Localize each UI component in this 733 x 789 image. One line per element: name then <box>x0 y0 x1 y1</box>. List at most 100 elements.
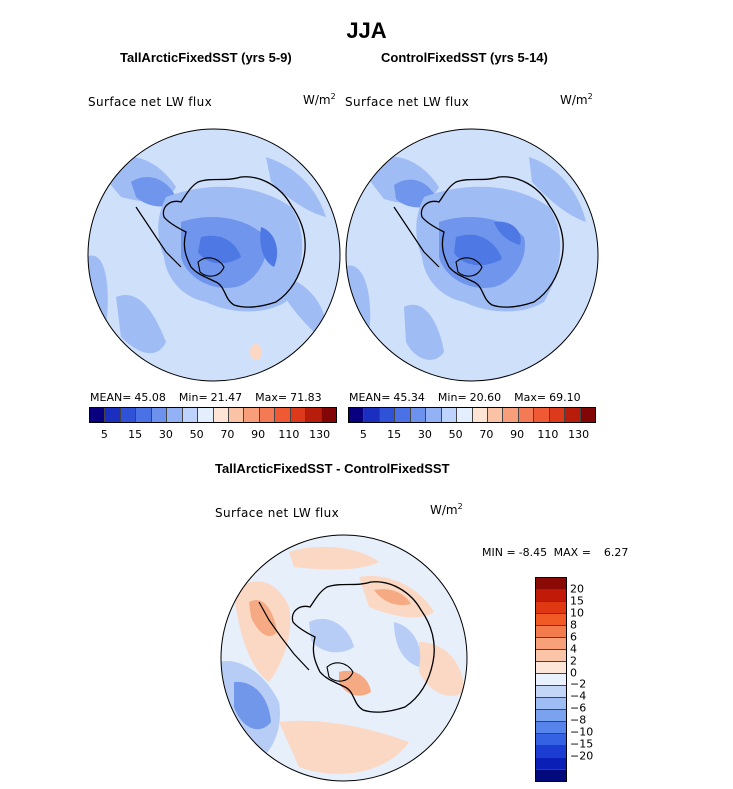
colorbar-tick-label: −2 <box>570 677 587 691</box>
colorbar-swatch <box>410 408 427 422</box>
map-border <box>220 534 468 782</box>
colorbar-swatch <box>503 408 519 422</box>
colorbar-tick-label: 15 <box>387 428 402 441</box>
colorbar-swatch <box>580 408 595 422</box>
colorbar-swatch <box>536 626 566 638</box>
colorbar-swatch <box>228 408 245 422</box>
colorbar-swatch <box>136 408 152 422</box>
colorbar-tick-label: 15 <box>570 594 584 608</box>
colorbar-tick-label: 5 <box>359 428 367 441</box>
antarctica-coastline <box>420 176 564 308</box>
map-region-warm <box>419 642 464 696</box>
colorbar-swatch <box>536 614 566 626</box>
ross-ice-shelf-coastline <box>326 662 354 682</box>
diff-panel-title: TallArcticFixedSST - ControlFixedSST <box>215 461 450 476</box>
map-region-cool-strong <box>234 681 271 730</box>
colorbar-tick-label: 70 <box>479 428 494 441</box>
colorbar-swatch <box>321 408 336 422</box>
colorbar-swatch <box>105 408 121 422</box>
colorbar-tick-label: 50 <box>189 428 204 441</box>
colorbar-tick-label: 70 <box>220 428 235 441</box>
panel1-stats: MEAN= 45.08 Min= 21.47 Max= 71.83 <box>90 391 322 404</box>
colorbar-tick-label: 15 <box>128 428 143 441</box>
colorbar-tick-label: 8 <box>570 618 577 632</box>
colorbar-swatch <box>518 408 535 422</box>
colorbar-swatch <box>536 758 566 770</box>
colorbar-swatch <box>349 408 365 422</box>
colorbar-swatch <box>536 590 566 602</box>
diff-variable-label: Surface net LW flux <box>215 506 340 520</box>
colorbar-swatch <box>487 408 504 422</box>
map-region-darker <box>198 235 241 264</box>
antarctica-coastline <box>162 176 306 308</box>
colorbar-swatch <box>426 408 442 422</box>
colorbar-tick-label: −20 <box>570 749 594 763</box>
colorbar-swatch <box>536 674 566 686</box>
antarctica-coastline <box>291 581 435 713</box>
colorbar-tick-label: 90 <box>510 428 525 441</box>
colorbar-swatch <box>198 408 214 422</box>
colorbar-swatch <box>536 686 566 698</box>
map-border <box>345 128 599 382</box>
panel2-colorbar <box>348 407 596 423</box>
colorbar-swatch <box>441 408 458 422</box>
colorbar-tick-label: 50 <box>448 428 463 441</box>
map-region-warm <box>279 720 409 774</box>
figure-title: JJA <box>346 18 387 43</box>
panel1-variable-label: Surface net LW flux <box>88 95 213 109</box>
map-region-cool <box>309 618 354 653</box>
colorbar-swatch <box>457 408 473 422</box>
panel2-variable-label: Surface net LW flux <box>345 95 470 109</box>
colorbar-tick-label: −10 <box>570 725 594 739</box>
diff-colorbar <box>535 577 567 782</box>
colorbar-swatch <box>536 746 566 758</box>
colorbar-swatch <box>549 408 566 422</box>
panel2-map <box>345 128 599 382</box>
colorbar-tick-label: 130 <box>309 428 331 441</box>
colorbar-swatch <box>534 408 550 422</box>
map-region-warm <box>250 344 262 360</box>
colorbar-swatch <box>536 662 566 674</box>
map-region-warm-strong <box>374 589 411 606</box>
map-region-darker <box>260 227 278 267</box>
colorbar-swatch <box>395 408 411 422</box>
antarctic-peninsula-coastline <box>135 206 182 268</box>
colorbar-tick-label: 90 <box>251 428 266 441</box>
antarctic-peninsula-coastline <box>393 206 440 268</box>
diff-colorbar-ticks: 20 15 10 8 6 4 2 0 −2 −4 −6 −8 −10 −15 −20 <box>570 577 610 780</box>
colorbar-tick-label: 130 <box>568 428 590 441</box>
colorbar-swatch <box>120 408 137 422</box>
panel1-units: W/m2 <box>303 92 336 107</box>
colorbar-swatch <box>472 408 488 422</box>
colorbar-swatch <box>536 770 566 781</box>
panel2-colorbar-ticks: 5 15 30 50 70 90 110 130 <box>348 428 594 442</box>
antarctic-peninsula-coastline <box>258 601 310 671</box>
map-region-warm-strong <box>339 670 371 696</box>
colorbar-tick-label: 4 <box>570 642 577 656</box>
colorbar-tick-label: −15 <box>570 737 594 751</box>
colorbar-tick-label: 110 <box>278 428 300 441</box>
map-region-mid <box>404 304 444 360</box>
colorbar-tick-label: −6 <box>570 701 587 715</box>
colorbar-swatch <box>536 722 566 734</box>
colorbar-swatch <box>182 408 199 422</box>
colorbar-swatch <box>213 408 229 422</box>
colorbar-swatch <box>536 710 566 722</box>
colorbar-tick-label: −8 <box>570 713 587 727</box>
map-region-darker <box>494 221 521 245</box>
colorbar-tick-label: 110 <box>537 428 559 441</box>
ross-ice-shelf-coastline <box>197 257 225 277</box>
diff-map <box>220 534 468 782</box>
diff-units: W/m2 <box>430 502 463 517</box>
colorbar-tick-label: 2 <box>570 654 577 668</box>
map-region-mid <box>116 295 166 354</box>
colorbar-swatch <box>244 408 260 422</box>
colorbar-swatch <box>275 408 291 422</box>
panel1-map <box>87 128 341 382</box>
colorbar-swatch <box>536 602 566 614</box>
panel2-title: ControlFixedSST (yrs 5-14) <box>381 50 548 65</box>
colorbar-tick-label: 10 <box>570 606 584 620</box>
map-region-cool <box>394 622 421 667</box>
colorbar-tick-label: −4 <box>570 689 587 703</box>
colorbar-swatch <box>151 408 168 422</box>
